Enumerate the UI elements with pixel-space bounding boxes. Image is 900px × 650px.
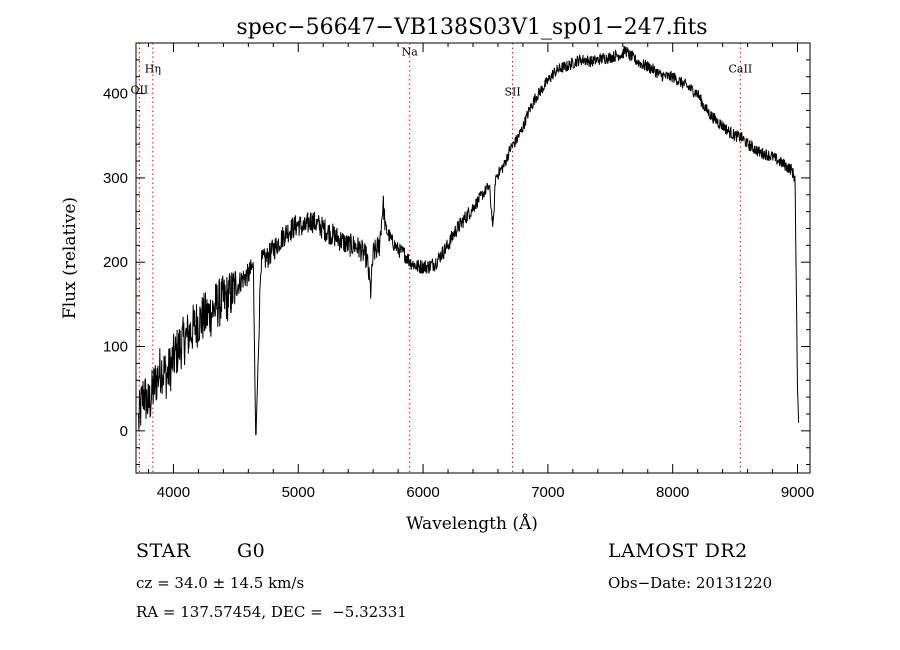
x-tick-label-8000: 8000 — [656, 484, 689, 501]
redshift-velocity: cz = 34.0 ± 14.5 km/s — [136, 574, 305, 592]
x-axis-label: Wavelength (Å) — [406, 513, 538, 534]
x-tick-label-6000: 6000 — [406, 484, 439, 501]
x-tick-label-7000: 7000 — [531, 484, 564, 501]
x-tick-label-5000: 5000 — [282, 484, 315, 501]
y-tick-label-300: 300 — [103, 170, 128, 187]
chart-title: spec−56647−VB138S03V1_sp01−247.fits — [236, 15, 707, 40]
x-tick-label-9000: 9000 — [781, 484, 814, 501]
marker-label-OII: OII — [131, 84, 149, 97]
object-type: STAR — [136, 540, 191, 562]
marker-label-SII: SII — [504, 85, 520, 98]
survey-name: LAMOST DR2 — [608, 540, 748, 562]
spectrum-line — [138, 45, 800, 436]
y-tick-label-0: 0 — [120, 423, 128, 440]
coordinates: RA = 137.57454, DEC = −5.32331 — [136, 603, 407, 621]
object-subclass: G0 — [237, 540, 266, 562]
marker-label-Hη: Hη — [145, 63, 161, 76]
y-tick-label-100: 100 — [103, 339, 128, 356]
line-markers: OII Hη Na SII CaII — [131, 43, 753, 473]
observation-date: Obs−Date: 20131220 — [608, 574, 773, 592]
plot-frame — [135, 42, 811, 474]
y-axis-label: Flux (relative) — [60, 197, 80, 319]
marker-label-CaII: CaII — [729, 63, 753, 76]
y-tick-label-200: 200 — [103, 254, 128, 271]
x-tick-label-4000: 4000 — [157, 484, 190, 501]
y-tick-label-400: 400 — [103, 86, 128, 103]
marker-label-Na: Na — [402, 46, 419, 59]
axes: 4000 5000 6000 7000 8000 9000 0 100 200 300 400 — [103, 42, 814, 501]
spectrum-series — [138, 45, 800, 436]
